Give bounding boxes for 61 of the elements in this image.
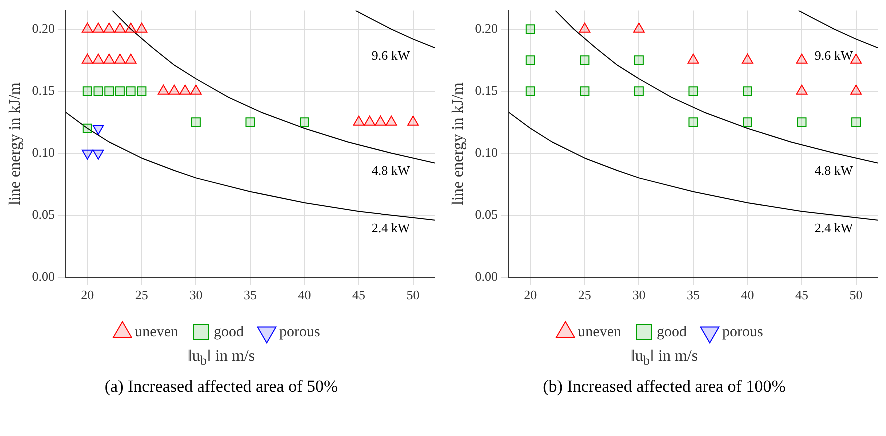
point: [634, 86, 644, 96]
series-label: 2.4 kW: [814, 220, 854, 236]
x-tick-label: 50: [406, 288, 420, 303]
point: [580, 86, 590, 96]
y-tick-label: 0.20: [474, 20, 498, 36]
x-tick-label: 40: [740, 288, 754, 303]
series-label: 4.8 kW: [814, 163, 854, 178]
point: [796, 54, 808, 64]
legend-label: uneven: [134, 324, 178, 340]
y-tick-label: 0.05: [474, 206, 498, 222]
point: [633, 22, 644, 33]
x-tick-label: 40: [298, 288, 311, 303]
point: [796, 118, 806, 128]
x-tick-label: 30: [632, 288, 646, 303]
point: [634, 56, 644, 66]
series-label: 9.6 kW: [814, 48, 854, 63]
x-tick-label: 45: [795, 288, 808, 303]
point: [742, 118, 752, 128]
x-axis-title: ‖u$_{b}$‖ in m/s: [630, 348, 698, 370]
x-tick-label: 25: [134, 288, 148, 303]
point: [688, 118, 698, 128]
y-tick-label: 0.00: [32, 268, 54, 284]
point: [742, 86, 752, 96]
series-label: 9.6 kW: [371, 48, 410, 63]
y-tick-label: 0.00: [474, 268, 498, 284]
x-tick-label: 20: [80, 288, 94, 303]
y-axis-title: line energy in kJ/m: [449, 82, 466, 206]
y-tick-label: 0.10: [32, 144, 54, 160]
point: [525, 56, 535, 66]
legend-label: uneven: [578, 324, 622, 340]
x-tick-label: 20: [524, 288, 537, 303]
y-tick-label: 0.20: [32, 20, 54, 36]
x-axis-title: ‖u$_{b}$‖ in m/s: [188, 348, 256, 370]
point: [578, 22, 590, 33]
x-tick-label: 30: [189, 288, 202, 303]
point: [687, 54, 699, 64]
point: [796, 84, 808, 95]
point: [851, 118, 861, 128]
text: (a) Increased affected area of 50%: [104, 377, 338, 398]
legend-label: good: [213, 324, 244, 340]
legend-label: good: [656, 324, 687, 340]
y-axis-title: line energy in kJ/m: [6, 82, 24, 206]
point: [850, 84, 862, 95]
series-label: 2.4 kW: [371, 220, 410, 236]
x-tick-label: 35: [243, 288, 256, 303]
x-tick-label: 45: [352, 288, 366, 303]
point: [525, 86, 535, 96]
y-tick-label: 0.15: [32, 82, 54, 98]
legend-label: porous: [278, 324, 320, 340]
x-tick-label: 50: [849, 288, 862, 303]
x-tick-label: 35: [686, 288, 700, 303]
y-tick-label: 0.15: [474, 82, 498, 98]
point: [580, 56, 590, 66]
text: (b) Increased affected area of 100%: [543, 377, 786, 398]
y-tick-label: 0.10: [474, 144, 498, 160]
y-tick-label: 0.05: [32, 206, 54, 222]
legend-label: porous: [722, 324, 763, 340]
point: [742, 54, 753, 64]
point: [688, 86, 698, 96]
series-label: 4.8 kW: [371, 163, 410, 178]
x-tick-label: 25: [578, 288, 591, 303]
